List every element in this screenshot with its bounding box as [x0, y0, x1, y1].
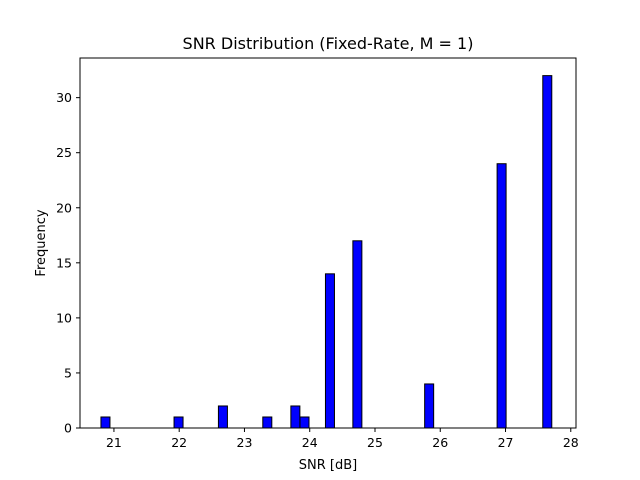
- x-tick-label-4: 25: [367, 435, 383, 450]
- y-tick-label-0: 0: [64, 421, 72, 436]
- x-tick-label-1: 22: [171, 435, 187, 450]
- y-tick-label-2: 10: [56, 310, 72, 325]
- x-tick-label-5: 26: [432, 435, 448, 450]
- y-tick-label-6: 30: [56, 90, 72, 105]
- histogram-bar-10: [542, 75, 553, 429]
- x-tick-label-0: 21: [106, 435, 122, 450]
- histogram-bar-4: [290, 405, 301, 429]
- histogram-bar-1: [173, 416, 184, 429]
- x-axis-label: SNR [dB]: [299, 458, 357, 473]
- chart-title: SNR Distribution (Fixed-Rate, M = 1): [183, 34, 474, 53]
- histogram-bar-9: [496, 163, 507, 429]
- plot-frame: [79, 57, 577, 429]
- histogram-bar-5: [299, 416, 310, 429]
- histogram-bar-6: [324, 273, 335, 429]
- histogram-bar-3: [262, 416, 273, 429]
- histogram-bar-2: [217, 405, 228, 429]
- y-tick-label-5: 25: [56, 145, 72, 160]
- x-tick-label-7: 28: [563, 435, 579, 450]
- x-axis-ticks: 21 22 23 24 25 26 27 28: [106, 428, 579, 450]
- histogram-bar-8: [424, 383, 435, 429]
- x-tick-label-6: 27: [498, 435, 514, 450]
- bars-group: [100, 75, 553, 429]
- histogram-bar-7: [352, 240, 363, 429]
- y-tick-label-3: 15: [56, 255, 72, 270]
- x-tick-label-3: 24: [302, 435, 318, 450]
- y-tick-label-4: 20: [56, 200, 72, 215]
- y-tick-label-1: 5: [64, 365, 72, 380]
- y-axis-label: Frequency: [34, 209, 49, 276]
- x-tick-label-2: 23: [237, 435, 253, 450]
- y-axis-ticks: 0 5 10 15 20 25 30: [56, 90, 80, 436]
- histogram-bar-0: [100, 416, 111, 429]
